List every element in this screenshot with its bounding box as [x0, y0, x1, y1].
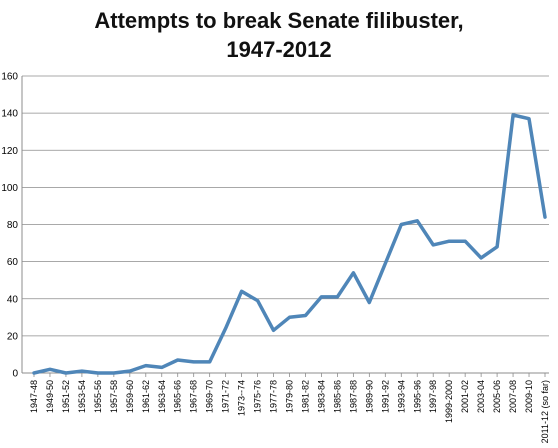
- y-tick-label: 60: [7, 257, 19, 268]
- x-tick-labels: 1947-48 1949-50 1951-52 1953-54 1955-56 1957-…: [29, 380, 550, 443]
- x-tick-label: 1947-48: [29, 380, 39, 413]
- y-tick-label: 100: [1, 183, 18, 194]
- y-tick-label: 40: [7, 294, 19, 305]
- y-tick-label: 140: [1, 109, 18, 120]
- x-tick-label: 2007-08: [508, 380, 518, 413]
- x-tick-label: 1957-58: [109, 380, 119, 413]
- y-tick-labels: 0 20 40 60 80 100 120 140 160: [1, 72, 18, 380]
- y-tick-label: 160: [1, 72, 18, 83]
- x-tick-label: 1979-80: [285, 380, 295, 413]
- x-tick-label: 1999-2000: [444, 380, 454, 423]
- x-tick-label: 2011-12 (so far): [540, 380, 550, 443]
- x-tick-label: 2001-02: [460, 380, 470, 413]
- x-tick-label: 1981-82: [300, 380, 310, 413]
- x-tick-label: 1959-60: [125, 380, 135, 413]
- x-tick-label: 1983-84: [316, 380, 326, 413]
- axes: [21, 76, 549, 377]
- x-tick-label: 2005-06: [492, 380, 502, 413]
- x-tick-label: 1971-72: [221, 380, 231, 413]
- y-tick-label: 20: [7, 331, 19, 342]
- x-tick-label: 1949-50: [45, 380, 55, 413]
- chart-title-line-1: Attempts to break Senate filibuster,: [94, 8, 464, 33]
- y-tick-label: 0: [12, 369, 18, 380]
- x-tick-label: 1995-96: [412, 380, 422, 413]
- x-tick-label: 1961-62: [141, 380, 151, 413]
- x-tick-label: 2003-04: [476, 380, 486, 413]
- x-tick-label: 1987-88: [348, 380, 358, 413]
- x-tick-label: 1989-90: [364, 380, 374, 413]
- x-tick-label: 1955-56: [93, 380, 103, 413]
- x-tick-label: 1963-64: [157, 380, 167, 413]
- x-tick-label: 2009-10: [524, 380, 534, 413]
- x-tick-label: 1969-70: [205, 380, 215, 413]
- chart-title-line-2: 1947-2012: [226, 37, 332, 62]
- x-tick-label: 1973--74: [237, 380, 247, 416]
- y-tick-label: 80: [7, 220, 19, 231]
- x-tick-label: 1953-54: [77, 380, 87, 413]
- x-tick-label: 1985-86: [332, 380, 342, 413]
- x-tick-label: 1993-94: [396, 380, 406, 413]
- x-tick-label: 1975-76: [253, 380, 263, 413]
- series-attempts: [32, 113, 547, 375]
- x-tick-label: 1967-68: [189, 380, 199, 413]
- gridlines: [22, 75, 549, 337]
- x-tick-label: 1977-78: [269, 380, 279, 413]
- x-tick-label: 1951-52: [61, 380, 71, 413]
- y-tick-label: 120: [1, 146, 18, 157]
- x-tick-label: 1997-98: [428, 380, 438, 413]
- x-tick-label: 1965-66: [173, 380, 183, 413]
- chart-title: Attempts to break Senate filibuster, 194…: [0, 6, 558, 64]
- series-line: [32, 113, 547, 375]
- x-tick-label: 1991-92: [380, 380, 390, 413]
